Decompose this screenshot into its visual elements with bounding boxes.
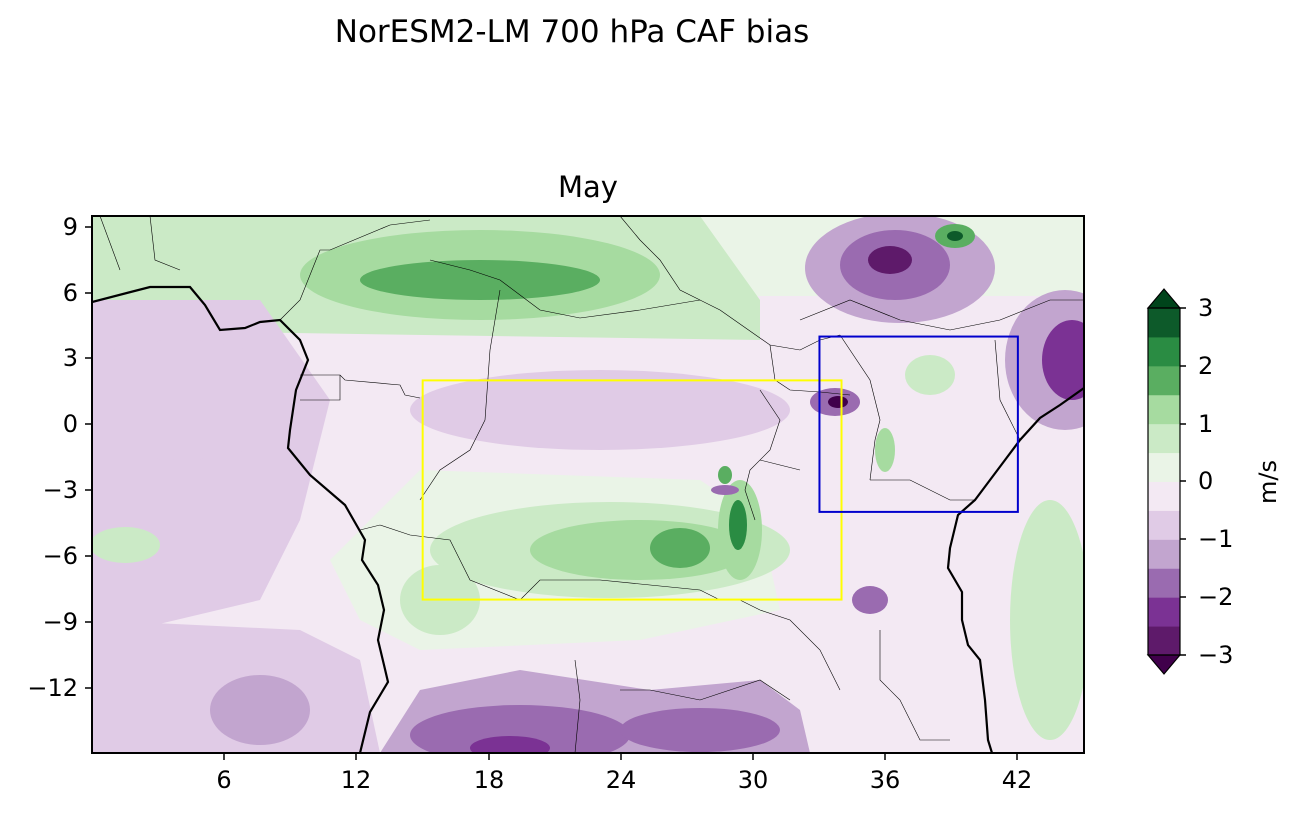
colorbar-tick-label: −3 <box>1198 641 1233 669</box>
colorbar-tick-label: 1 <box>1198 410 1213 438</box>
colorbar: 3 2 1 0 −1 −2 −3 m/s <box>1146 288 1282 675</box>
figure-title: NorESM2-LM 700 hPa CAF bias <box>334 14 810 50</box>
coastlines <box>92 216 1084 753</box>
y-tick-label: 0 <box>63 410 78 438</box>
colorbar-tick-label: 0 <box>1198 467 1213 495</box>
colorbar-band <box>1148 365 1180 396</box>
colorbar-band <box>1148 626 1180 656</box>
x-tick-label: 36 <box>870 766 901 794</box>
panel-title: May <box>558 170 618 204</box>
x-tick-label: 6 <box>216 766 231 794</box>
colorbar-bottom-arrow <box>1146 654 1182 675</box>
colorbar-band <box>1148 423 1180 454</box>
colorbar-band <box>1148 510 1180 540</box>
y-axis: 9 6 3 0 −3 −6 −9 −12 <box>27 213 92 702</box>
colorbar-tick-label: −2 <box>1198 583 1233 611</box>
colorbar-top-arrow <box>1146 288 1182 309</box>
y-tick-label: 9 <box>63 213 78 241</box>
colorbar-band <box>1148 568 1180 598</box>
colorbar-band <box>1148 336 1180 367</box>
colorbar-tick-label: −1 <box>1198 525 1233 553</box>
region-boxes <box>421 335 1019 601</box>
y-tick-label: 3 <box>63 344 78 372</box>
colorbar-tick-label: 3 <box>1198 294 1213 322</box>
y-tick-label: −12 <box>27 674 78 702</box>
x-tick-label: 30 <box>738 766 769 794</box>
map-frame <box>91 215 1085 754</box>
x-tick-label: 12 <box>341 766 372 794</box>
colorbar-band <box>1148 539 1180 569</box>
bias-field <box>92 216 1084 753</box>
y-tick-label: −3 <box>43 476 78 504</box>
colorbar-tick-label: 2 <box>1198 352 1213 380</box>
y-tick-label: −9 <box>43 608 78 636</box>
x-tick-label: 42 <box>1002 766 1033 794</box>
colorbar-band <box>1148 452 1180 482</box>
colorbar-band <box>1148 308 1180 338</box>
y-tick-label: 6 <box>63 279 78 307</box>
x-tick-label: 18 <box>474 766 505 794</box>
colorbar-segments <box>1148 308 1180 656</box>
blue-box <box>818 335 1019 513</box>
y-tick-label: −6 <box>43 542 78 570</box>
x-tick-label: 24 <box>606 766 637 794</box>
colorbar-band <box>1148 597 1180 627</box>
colorbar-label: m/s <box>1254 460 1282 504</box>
yellow-box <box>421 379 843 601</box>
x-axis: 6 12 18 24 30 36 42 <box>216 753 1032 794</box>
colorbar-band <box>1148 394 1180 425</box>
colorbar-band <box>1148 481 1180 511</box>
